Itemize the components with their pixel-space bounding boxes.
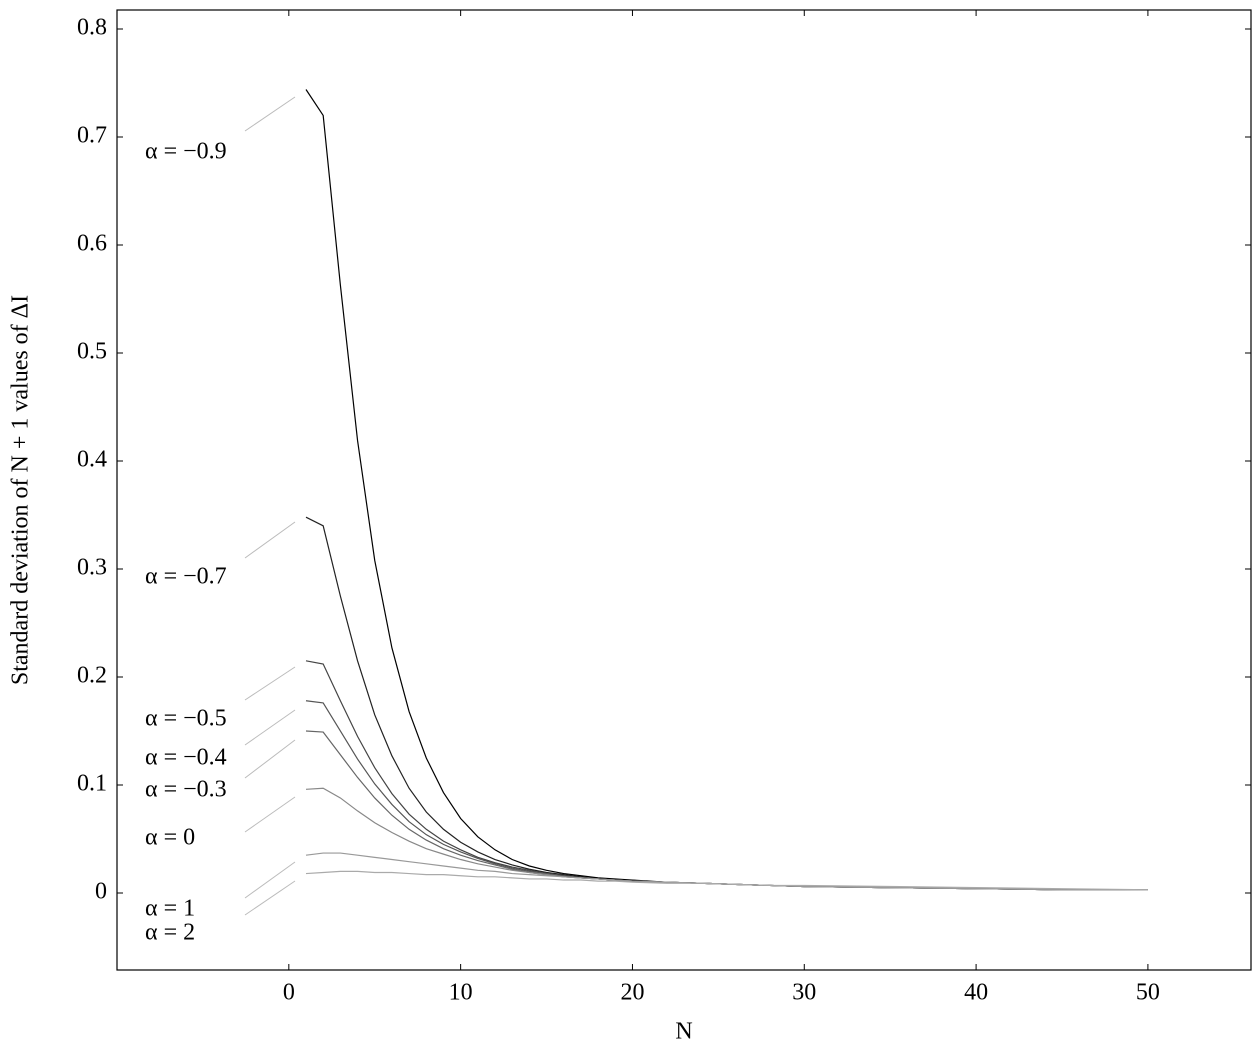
leader-line [244,96,296,132]
y-tick-label: 0 [95,878,107,904]
series-label: α = −0.3 [145,777,227,803]
series-label: α = 0 [145,825,195,851]
x-tick-label: 20 [620,980,644,1006]
series-label: α = −0.9 [145,139,227,165]
leader-line [244,880,296,916]
series-label: α = −0.4 [145,745,227,771]
y-tick-label: 0.4 [77,447,107,473]
x-tick-label: 40 [964,980,988,1006]
leader-line [244,521,296,559]
leader-line [244,666,296,701]
series-label: α = −0.5 [145,706,227,732]
series-label: α = −0.7 [145,564,227,590]
leader-line [244,861,296,899]
x-tick-label: 30 [792,980,816,1006]
series-line [305,870,1148,891]
y-tick-label: 0.5 [77,339,107,365]
series-line [305,730,1148,891]
x-tick-label: 50 [1136,980,1160,1006]
leader-line [244,796,296,833]
plot-frame [116,9,1252,971]
x-tick-label: 10 [449,980,473,1006]
leader-line [244,709,296,746]
series-label: α = 2 [145,920,195,946]
series-line [305,660,1148,891]
x-tick-label: 0 [283,980,295,1006]
y-axis-label: Standard deviation of N + 1 values of ΔI [8,295,34,685]
y-tick-label: 0.2 [77,662,107,688]
x-axis-label: N [675,1019,692,1045]
y-tick-label: 0.3 [77,555,107,581]
y-tick-label: 0.1 [77,770,107,796]
series-label: α = 1 [145,896,195,922]
series-line [305,700,1148,891]
y-tick-label: 0.6 [77,231,107,257]
series-line [305,89,1148,891]
y-tick-label: 0.7 [77,123,107,149]
leader-line [244,739,296,779]
y-tick-label: 0.8 [77,15,107,41]
